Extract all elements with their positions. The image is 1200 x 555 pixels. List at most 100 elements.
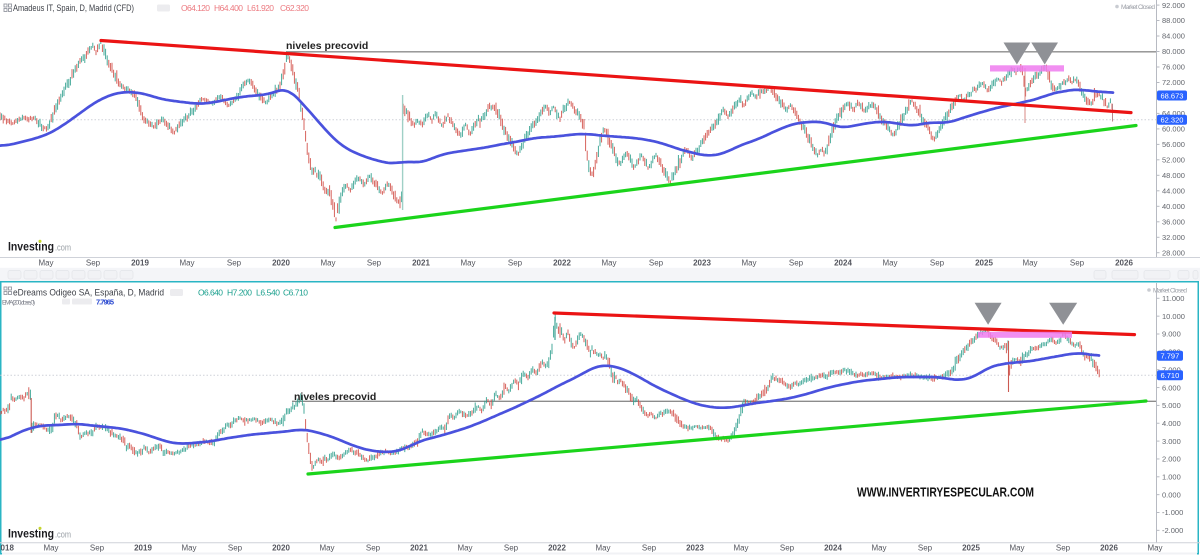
svg-text:niveles precovid: niveles precovid bbox=[286, 40, 368, 52]
svg-text:2026: 2026 bbox=[1115, 259, 1133, 268]
svg-text:O64.120: O64.120 bbox=[181, 3, 210, 13]
svg-text:C62.320: C62.320 bbox=[280, 3, 309, 13]
svg-text:May: May bbox=[38, 259, 53, 268]
svg-text:Sep: Sep bbox=[1056, 544, 1071, 553]
svg-text:92.000: 92.000 bbox=[1162, 1, 1185, 10]
svg-text:0.000: 0.000 bbox=[1162, 490, 1181, 499]
svg-text:May: May bbox=[320, 259, 335, 268]
svg-text:Sep: Sep bbox=[930, 259, 945, 268]
svg-text:Sep: Sep bbox=[649, 259, 664, 268]
svg-text:May: May bbox=[733, 544, 748, 553]
svg-text:O6.640: O6.640 bbox=[198, 288, 223, 298]
svg-text:May: May bbox=[601, 259, 616, 268]
svg-text:May: May bbox=[181, 544, 196, 553]
svg-text:May: May bbox=[1147, 544, 1162, 553]
svg-text:-2.000: -2.000 bbox=[1162, 526, 1183, 535]
svg-text:2025: 2025 bbox=[975, 259, 993, 268]
svg-text:May: May bbox=[179, 259, 194, 268]
svg-text:EMA (200, close, 0): EMA (200, close, 0) bbox=[2, 300, 35, 307]
svg-text:3.000: 3.000 bbox=[1162, 437, 1181, 446]
svg-text:1.000: 1.000 bbox=[1162, 473, 1181, 482]
svg-text:Sep: Sep bbox=[918, 544, 933, 553]
svg-text:64.000: 64.000 bbox=[1162, 109, 1185, 118]
svg-text:eDreams Odigeo SA, España, D,: eDreams Odigeo SA, España, D, Madrid bbox=[13, 288, 164, 299]
svg-text:62.320: 62.320 bbox=[1161, 116, 1184, 125]
svg-text:2.000: 2.000 bbox=[1162, 455, 1181, 464]
svg-text:72.000: 72.000 bbox=[1162, 78, 1185, 87]
svg-text:Sep: Sep bbox=[90, 544, 105, 553]
svg-text:2025: 2025 bbox=[962, 544, 980, 553]
svg-text:2021: 2021 bbox=[410, 544, 428, 553]
svg-text:Sep: Sep bbox=[367, 259, 382, 268]
svg-text:May: May bbox=[457, 544, 472, 553]
svg-text:May: May bbox=[882, 259, 897, 268]
svg-text:2018: 2018 bbox=[0, 544, 14, 553]
svg-text:May: May bbox=[319, 544, 334, 553]
svg-text:Sep: Sep bbox=[1070, 259, 1085, 268]
svg-text:WWW.INVERTIRYESPECULAR.COM: WWW.INVERTIRYESPECULAR.COM bbox=[857, 485, 1034, 500]
svg-text:May: May bbox=[741, 259, 756, 268]
svg-text:Market Closed: Market Closed bbox=[1153, 288, 1187, 295]
svg-text:H7.200: H7.200 bbox=[227, 288, 252, 298]
svg-text:2020: 2020 bbox=[272, 544, 290, 553]
svg-text:Sep: Sep bbox=[227, 259, 242, 268]
svg-text:5.000: 5.000 bbox=[1162, 401, 1181, 410]
svg-text:4.000: 4.000 bbox=[1162, 419, 1181, 428]
svg-text:2019: 2019 bbox=[131, 259, 149, 268]
svg-text:6.710: 6.710 bbox=[1161, 371, 1180, 380]
svg-text:2022: 2022 bbox=[548, 544, 566, 553]
svg-text:10.000: 10.000 bbox=[1162, 312, 1185, 321]
svg-text:May: May bbox=[1009, 544, 1024, 553]
svg-text:84.000: 84.000 bbox=[1162, 32, 1185, 41]
svg-text:44.000: 44.000 bbox=[1162, 187, 1185, 196]
svg-text:28.000: 28.000 bbox=[1162, 248, 1185, 257]
svg-text:2021: 2021 bbox=[412, 259, 430, 268]
svg-text:48.000: 48.000 bbox=[1162, 171, 1185, 180]
svg-text:Sep: Sep bbox=[642, 544, 657, 553]
svg-text:11.000: 11.000 bbox=[1162, 294, 1184, 303]
svg-text:May: May bbox=[871, 544, 886, 553]
svg-text:2024: 2024 bbox=[824, 544, 842, 553]
svg-text:2023: 2023 bbox=[686, 544, 704, 553]
svg-text:Investing: Investing bbox=[8, 240, 54, 254]
svg-text:Sep: Sep bbox=[366, 544, 381, 553]
svg-text:.com: .com bbox=[55, 243, 71, 253]
svg-text:36.000: 36.000 bbox=[1162, 218, 1185, 227]
svg-text:2026: 2026 bbox=[1100, 544, 1118, 553]
svg-text:40.000: 40.000 bbox=[1162, 202, 1185, 211]
svg-text:7.000: 7.000 bbox=[1162, 365, 1181, 374]
svg-text:2023: 2023 bbox=[693, 259, 711, 268]
svg-text:May: May bbox=[43, 544, 58, 553]
svg-text:May: May bbox=[1022, 259, 1037, 268]
svg-text:niveles precovid: niveles precovid bbox=[294, 391, 376, 403]
svg-text:Market Closed: Market Closed bbox=[1121, 4, 1155, 11]
svg-text:9.000: 9.000 bbox=[1162, 330, 1181, 339]
svg-text:7.797: 7.797 bbox=[1161, 352, 1180, 361]
svg-text:Sep: Sep bbox=[504, 544, 519, 553]
svg-text:Sep: Sep bbox=[789, 259, 804, 268]
svg-text:7.7965: 7.7965 bbox=[96, 298, 114, 307]
svg-text:88.000: 88.000 bbox=[1162, 16, 1185, 25]
svg-text:6.000: 6.000 bbox=[1162, 383, 1181, 392]
svg-text:52.000: 52.000 bbox=[1162, 156, 1185, 165]
svg-text:Sep: Sep bbox=[508, 259, 523, 268]
svg-text:Amadeus IT, Spain, D, Madrid (: Amadeus IT, Spain, D, Madrid (CFD) bbox=[13, 3, 134, 14]
svg-text:56.000: 56.000 bbox=[1162, 140, 1185, 149]
svg-text:2022: 2022 bbox=[553, 259, 571, 268]
svg-text:May: May bbox=[460, 259, 475, 268]
svg-text:Sep: Sep bbox=[228, 544, 243, 553]
svg-text:May: May bbox=[595, 544, 610, 553]
svg-text:-1.000: -1.000 bbox=[1162, 508, 1183, 517]
svg-text:Sep: Sep bbox=[86, 259, 101, 268]
svg-text:Sep: Sep bbox=[780, 544, 795, 553]
svg-text:76.000: 76.000 bbox=[1162, 63, 1185, 72]
svg-text:68.673: 68.673 bbox=[1161, 91, 1184, 100]
svg-text:80.000: 80.000 bbox=[1162, 47, 1185, 56]
svg-text:2020: 2020 bbox=[272, 259, 290, 268]
svg-text:H64.400: H64.400 bbox=[214, 3, 243, 13]
svg-text:60.000: 60.000 bbox=[1162, 125, 1185, 134]
svg-text:2024: 2024 bbox=[834, 259, 852, 268]
svg-text:Investing: Investing bbox=[8, 527, 54, 541]
svg-text:C6.710: C6.710 bbox=[283, 288, 308, 298]
svg-text:2019: 2019 bbox=[134, 544, 152, 553]
